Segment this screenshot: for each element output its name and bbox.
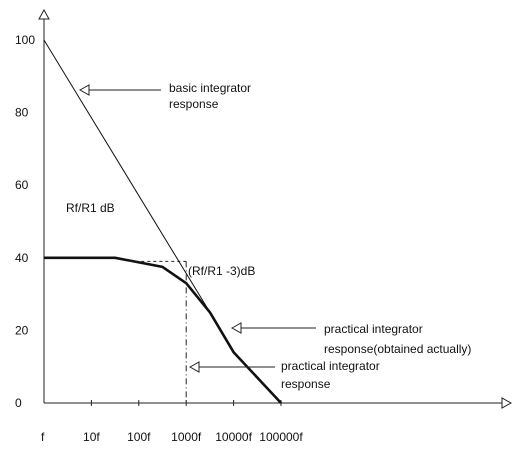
practical-actual-line2: response(obtained actually) <box>324 342 471 356</box>
series-line-practical <box>44 256 282 404</box>
x-tick-label: 10f <box>83 430 100 444</box>
gain-label: Rf/R1 dB <box>66 201 115 215</box>
x-tick-label: 100f <box>127 430 151 444</box>
axes <box>38 8 513 409</box>
x-tick-label: f <box>41 430 45 444</box>
y-tick-label: 80 <box>15 106 29 120</box>
practical-annotation-line2: response <box>281 377 331 391</box>
x-tick-label: 1000f <box>171 430 202 444</box>
basic-pointer-arrow-icon <box>78 84 90 96</box>
x-tick-label: 100000f <box>259 430 303 444</box>
practical-actual-arrow-icon <box>230 322 242 334</box>
basic-annotation-line1: basic integrator <box>169 81 251 95</box>
series-line-basic <box>43 39 211 313</box>
minus3db-label: (Rf/R1 -3)dB <box>188 264 255 278</box>
x-tick-label: 10000f <box>215 430 252 444</box>
practical-actual-line1: practical integrator <box>324 322 423 336</box>
practical-annotation-line1: practical integrator <box>281 359 380 373</box>
annotations: basic integrator response Rf/R1 dB (Rf/R1 -… <box>66 81 471 391</box>
x-axis-arrow-icon <box>501 397 513 409</box>
reference-lines <box>129 260 187 403</box>
y-tick-label: 0 <box>15 396 22 410</box>
y-tick-label: 100 <box>15 33 35 47</box>
y-axis-arrow-icon <box>38 8 50 20</box>
practical-arrow-icon <box>188 361 200 373</box>
y-tick-label: 20 <box>15 323 29 337</box>
series <box>43 39 282 404</box>
y-tick-label: 60 <box>15 178 29 192</box>
y-tick-label: 40 <box>15 251 29 265</box>
basic-annotation-line2: response <box>169 97 219 111</box>
